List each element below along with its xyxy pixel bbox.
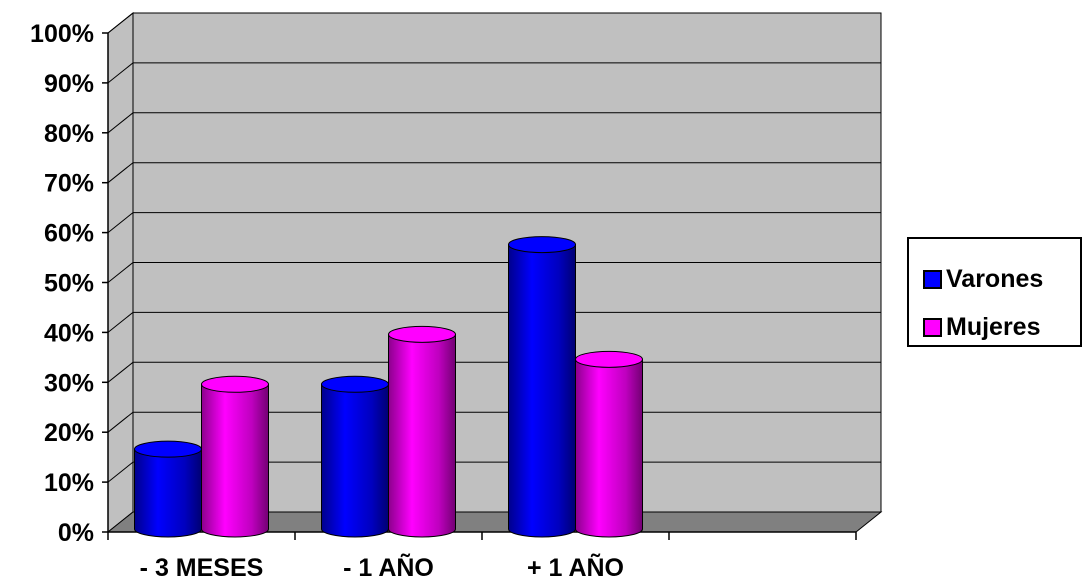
legend-swatch-mujeres: [923, 318, 942, 337]
bar-body: [134, 448, 202, 538]
bar-top: [388, 325, 456, 343]
y-tick-label: 50%: [44, 270, 94, 298]
legend-label-mujeres: Mujeres: [946, 313, 1041, 341]
gridline: [107, 112, 881, 134]
y-tick-label: 70%: [44, 170, 94, 198]
x-category-labels: - 3 MESES - 1 AÑO + 1 AÑO: [140, 552, 624, 582]
bar-varones-2: [508, 236, 576, 538]
y-tick-label: 30%: [44, 369, 94, 397]
gridline: [107, 212, 881, 233]
bar-top: [508, 236, 576, 254]
legend-item-varones: Varones: [923, 265, 1043, 294]
y-tick-label: 60%: [44, 220, 94, 248]
bar-mujeres-0: [201, 375, 269, 538]
gridline: [107, 262, 881, 283]
bar-mujeres-1: [388, 325, 456, 538]
bar-body: [388, 333, 456, 538]
y-tick-label: 10%: [44, 469, 94, 497]
bar-body: [508, 244, 576, 538]
gridline: [107, 162, 881, 184]
legend: Varones Mujeres: [907, 237, 1082, 347]
bar-top: [321, 375, 389, 393]
y-tick-label: 20%: [44, 419, 94, 447]
x-category-label: - 1 AÑO: [343, 552, 434, 582]
legend-item-mujeres: Mujeres: [923, 313, 1040, 342]
bar-mujeres-2: [575, 350, 643, 538]
y-tick-labels: 0% 10% 20% 30% 40% 50% 60% 70% 80% 90% 100%: [30, 20, 94, 547]
x-category-label: + 1 AÑO: [527, 552, 624, 582]
bar-body: [321, 383, 389, 538]
y-tick-label: 40%: [44, 319, 94, 347]
y-tick-label: 80%: [44, 120, 94, 148]
bars: [134, 236, 643, 538]
y-tick-label: 100%: [30, 20, 94, 48]
gridline: [107, 311, 881, 333]
y-tick-label: 0%: [58, 519, 94, 547]
bar-top: [201, 375, 269, 393]
legend-swatch-varones: [923, 270, 942, 289]
gridline: [107, 12, 881, 34]
bar-varones-1: [321, 375, 389, 538]
legend-label-varones: Varones: [946, 265, 1044, 293]
bar-body: [201, 383, 269, 538]
bar-top: [575, 350, 643, 368]
bar-body: [575, 358, 643, 538]
bar-varones-0: [134, 440, 202, 538]
bar-top: [134, 440, 202, 458]
x-category-label: - 3 MESES: [140, 554, 264, 582]
y-tick-label: 90%: [44, 70, 94, 98]
gridline: [107, 62, 881, 84]
